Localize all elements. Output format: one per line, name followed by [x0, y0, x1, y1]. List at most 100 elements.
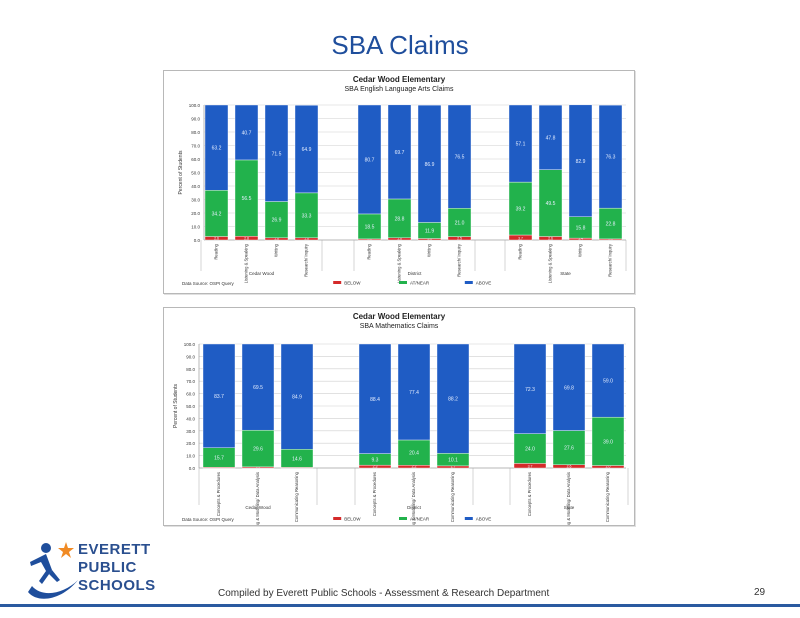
- legend-swatch-at-near: [399, 517, 407, 520]
- y-tick-label: 60.0: [186, 392, 195, 397]
- slide-title: SBA Claims: [331, 30, 469, 60]
- star-figure-swoosh-icon: [28, 542, 78, 599]
- bar-value-label: 39.2: [516, 207, 526, 213]
- chart-subtitle: SBA English Language Arts Claims: [345, 86, 454, 93]
- bar-segment-above: [513, 343, 547, 434]
- everett-public-schools-logo: EVERETT PUBLIC SCHOOLS: [22, 540, 182, 604]
- bar-segment-above: [447, 104, 472, 209]
- page-number: 29: [754, 587, 766, 598]
- bar-segment-above: [568, 104, 593, 217]
- bar-value-label: 63.2: [212, 146, 222, 152]
- bar-value-label: 1.6: [397, 237, 402, 241]
- bar-value-label: 83.7: [214, 394, 224, 400]
- chart-subtitle: SBA Mathematics Claims: [360, 323, 439, 330]
- bar-value-label: 76.5: [455, 155, 465, 161]
- bar-value-label: 2.2: [412, 465, 417, 469]
- legend-swatch-at-near: [399, 281, 407, 284]
- y-tick-label: 90.0: [186, 354, 195, 359]
- bar-value-label: 1.6: [274, 237, 279, 241]
- legend-label: AT/NEAR: [410, 281, 430, 286]
- bar-value-label: 72.3: [525, 387, 535, 393]
- legend-label: BELOW: [344, 517, 361, 522]
- y-tick-label: 60.0: [191, 157, 200, 162]
- ela-claims-chart: Cedar Wood Elementary SBA English Languag…: [163, 70, 635, 294]
- y-tick-label: 70.0: [186, 379, 195, 384]
- bar-value-label: 40.7: [242, 130, 252, 136]
- bar-value-label: 88.2: [448, 397, 458, 403]
- bar-value-label: 34.2: [212, 211, 222, 217]
- x-tick-label: Problem Solving & Modeling/ Data Analysi…: [255, 472, 260, 525]
- y-tick-label: 80.0: [186, 367, 195, 372]
- y-tick-label: 80.0: [191, 130, 200, 135]
- math-claims-chart-svg: Cedar Wood Elementary SBA Mathematics Cla…: [173, 312, 629, 525]
- x-tick-label: Problem Solving & Modeling/ Data Analysi…: [566, 472, 571, 525]
- x-tick-label: Problem Solving & Modeling/ Data Analysi…: [411, 472, 416, 525]
- bar-value-label: 2.3: [373, 465, 378, 469]
- footer-divider: [0, 604, 800, 607]
- y-tick-label: 30.0: [186, 429, 195, 434]
- x-tick-label: Communicating Reasoning: [605, 471, 610, 522]
- y-axis-label: Percent of Students: [173, 384, 179, 428]
- x-tick-label: Writing: [578, 243, 583, 257]
- bar-value-label: 84.9: [292, 395, 302, 401]
- bar-value-label: 2.5: [457, 237, 462, 241]
- y-tick-label: 10.0: [186, 454, 195, 459]
- bar-value-label: 57.1: [516, 142, 526, 148]
- bar-value-label: 18.5: [365, 224, 375, 230]
- y-tick-label: 50.0: [186, 404, 195, 409]
- group-label: District: [408, 271, 422, 276]
- bar-value-label: 1.7: [451, 465, 456, 469]
- y-tick-label: 40.0: [191, 184, 200, 189]
- y-tick-label: 10.0: [191, 225, 200, 230]
- bar-segment-above: [387, 104, 412, 200]
- group-label: Cedar Wood: [245, 505, 271, 510]
- bar-segment-above: [204, 104, 229, 191]
- chart-title: Cedar Wood Elementary: [353, 75, 446, 84]
- bar-segment-above: [397, 343, 431, 441]
- x-tick-label: Communicating Reasoning: [294, 471, 299, 522]
- bar-value-label: 69.7: [395, 150, 405, 156]
- logo-text-public: PUBLIC: [78, 559, 137, 576]
- x-tick-label: Concepts & Procedures: [372, 472, 377, 516]
- bar-value-label: 33.3: [302, 213, 312, 219]
- bar-value-label: 27.6: [564, 446, 574, 452]
- bar-value-label: 71.5: [272, 151, 282, 157]
- legend-label: BELOW: [344, 281, 361, 286]
- bar-value-label: 15.8: [576, 225, 586, 231]
- legend-swatch-below: [333, 517, 342, 520]
- bar-value-label: 26.9: [272, 218, 282, 224]
- legend-label: ABOVE: [476, 281, 492, 286]
- group-label: Cedar Wood: [249, 271, 275, 276]
- bar-value-label: 49.5: [546, 201, 556, 207]
- bar-value-label: 2.6: [567, 465, 572, 469]
- bar-segment-at-near: [552, 430, 586, 465]
- x-tick-label: Research/ Inquiry: [457, 243, 462, 277]
- bar-value-label: 2.6: [214, 237, 219, 241]
- bar-value-label: 69.5: [253, 385, 263, 391]
- bar-value-label: 88.4: [370, 397, 380, 403]
- bar-value-label: 64.9: [302, 147, 312, 153]
- x-tick-label: Listening & Speaking: [548, 243, 553, 283]
- bar-value-label: 82.9: [576, 159, 586, 165]
- ela-claims-chart-svg: Cedar Wood Elementary SBA English Languag…: [178, 75, 627, 286]
- legend-swatch-above: [464, 517, 473, 520]
- x-tick-label: Listening & Speaking: [244, 243, 249, 283]
- legend-label: AT/NEAR: [410, 517, 430, 522]
- bar-segment-above: [436, 343, 470, 454]
- x-tick-label: Communicating Reasoning: [450, 471, 455, 522]
- bar-segment-above: [234, 104, 259, 161]
- x-tick-label: Reading: [518, 243, 523, 259]
- bar-segment-at-near: [241, 429, 275, 468]
- bar-value-label: 21.0: [455, 220, 465, 226]
- bar-value-label: 39.0: [603, 439, 613, 445]
- legend-label: ABOVE: [476, 517, 492, 522]
- legend-swatch-below: [333, 281, 342, 284]
- x-tick-label: Writing: [427, 243, 432, 257]
- bar-value-label: 2.6: [548, 237, 553, 241]
- bar-value-label: 47.8: [546, 135, 556, 141]
- bar-value-label: 2.0: [606, 465, 611, 469]
- y-tick-label: 30.0: [191, 198, 200, 203]
- bar-segment-at-near: [397, 439, 431, 466]
- bar-value-label: 15.7: [214, 456, 224, 462]
- bar-segment-above: [280, 343, 314, 450]
